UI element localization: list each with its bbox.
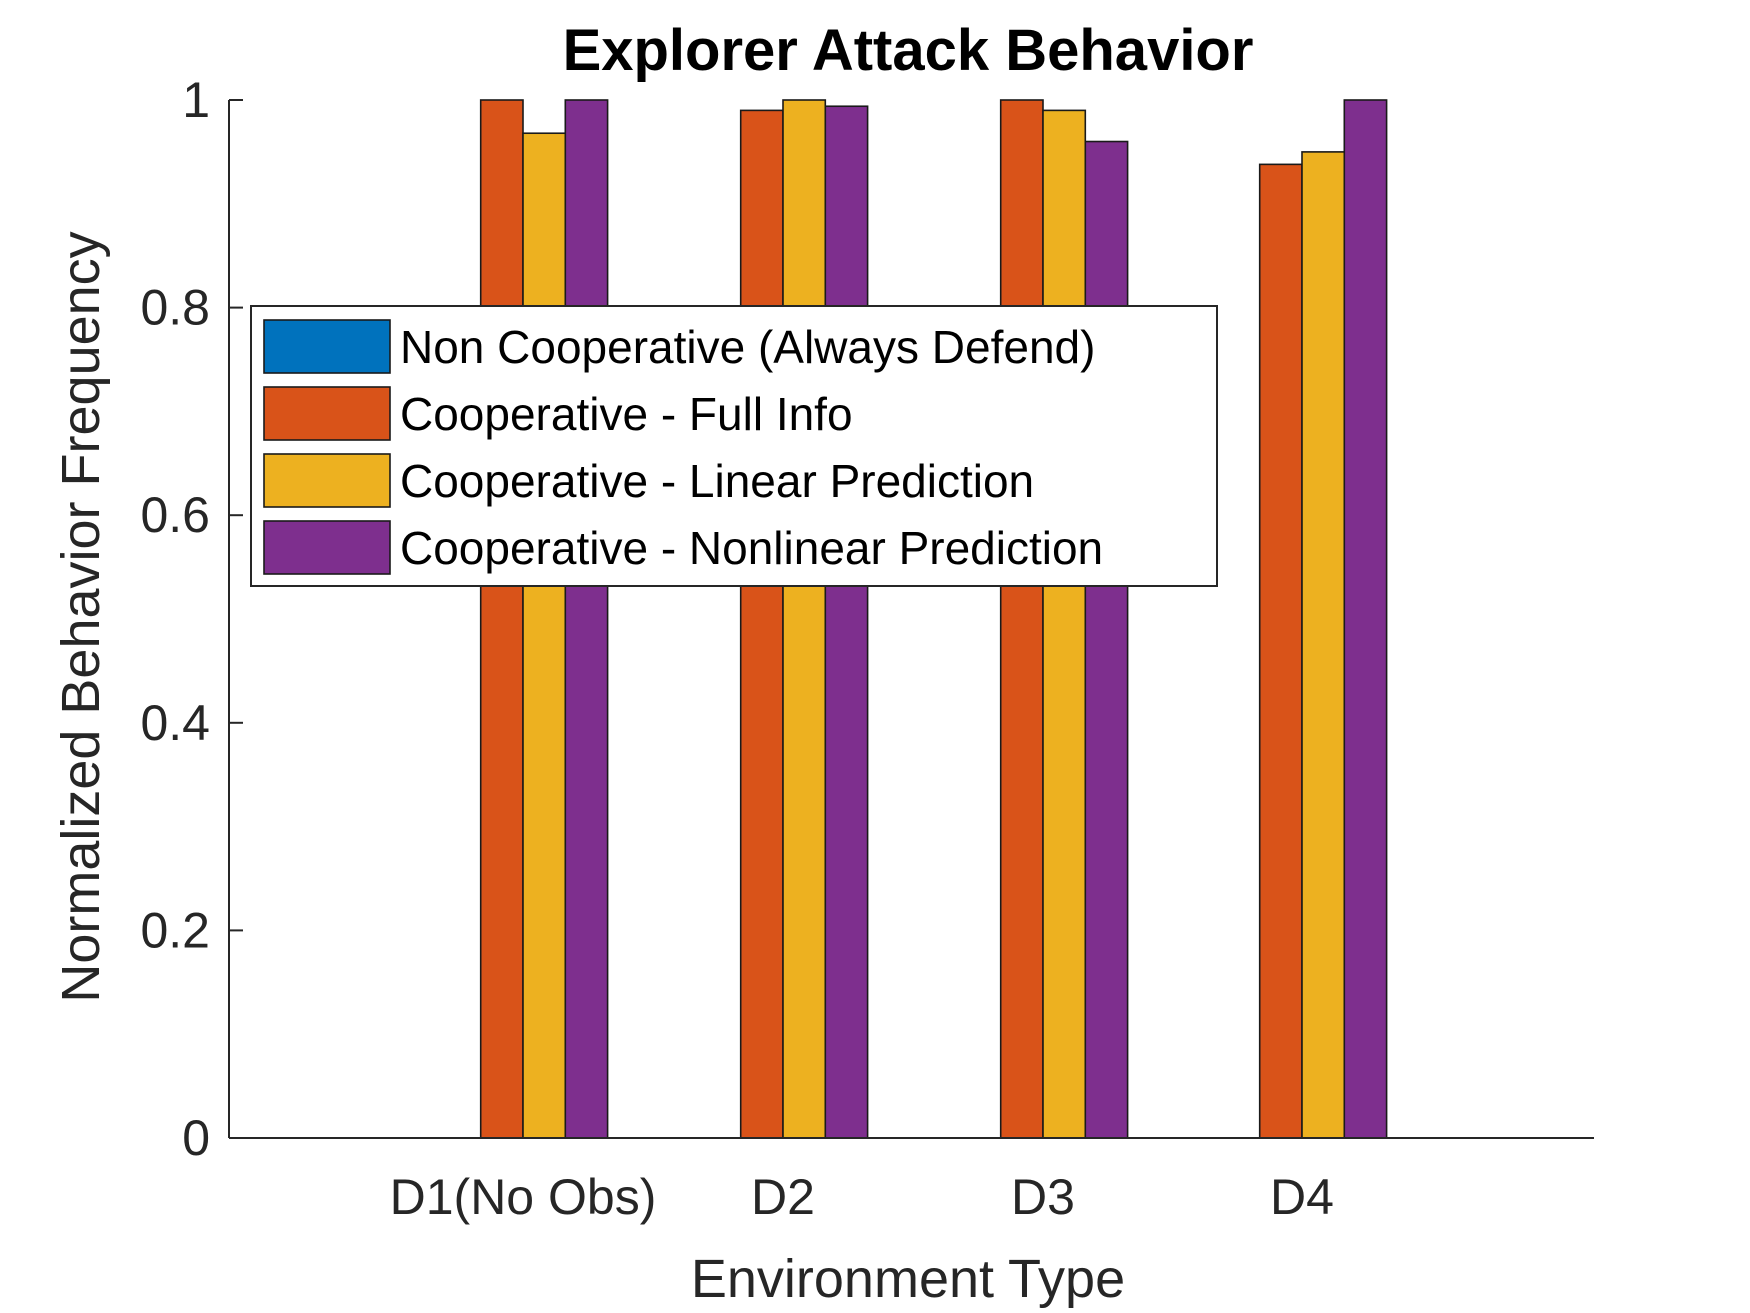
legend-swatch bbox=[263, 520, 391, 575]
legend-entry-label: Cooperative - Nonlinear Prediction bbox=[400, 522, 1103, 574]
bar-4-d2 bbox=[824, 105, 869, 1139]
y-tick-label: 0.2 bbox=[140, 902, 210, 958]
x-tick-label: D3 bbox=[1011, 1169, 1075, 1225]
bars-group bbox=[479, 99, 1388, 1139]
legend-box bbox=[250, 305, 1218, 587]
axes-group: 0 0.2 0.4 0.6 0.8 1 D1(No Obs) D2 D3 D4 bbox=[140, 72, 1594, 1225]
x-axis-label: Environment Type bbox=[691, 1249, 1125, 1309]
bar-2-d3 bbox=[999, 99, 1044, 1139]
x-tick-label: D1(No Obs) bbox=[390, 1169, 657, 1225]
bar-2-d2 bbox=[739, 109, 784, 1139]
legend-entry-label: Cooperative - Full Info bbox=[400, 388, 853, 440]
bar-2-d1-no-obs- bbox=[479, 99, 524, 1139]
bar-2-d4 bbox=[1258, 163, 1303, 1139]
bar-4-d4 bbox=[1343, 99, 1388, 1139]
legend-entry-label: Cooperative - Linear Prediction bbox=[400, 455, 1034, 507]
legend-swatch bbox=[263, 319, 391, 374]
y-tick-label: 1 bbox=[182, 72, 210, 128]
bar-3-d2 bbox=[782, 99, 827, 1139]
legend-swatch bbox=[263, 453, 391, 508]
bar-4-d1-no-obs- bbox=[564, 99, 609, 1139]
x-tick-label: D2 bbox=[751, 1169, 815, 1225]
y-tick-label: 0 bbox=[182, 1110, 210, 1166]
bar-4-d3 bbox=[1084, 140, 1129, 1139]
y-axis-label: Normalized Behavior Frequency bbox=[51, 231, 111, 1002]
legend: Non Cooperative (Always Defend) Cooperati… bbox=[250, 305, 1218, 587]
legend-entry-label: Non Cooperative (Always Defend) bbox=[400, 321, 1095, 373]
bar-3-d1-no-obs- bbox=[522, 132, 567, 1139]
legend-swatch bbox=[263, 386, 391, 441]
bar-3-d3 bbox=[1042, 109, 1087, 1139]
bar-3-d4 bbox=[1301, 151, 1346, 1139]
chart-title: Explorer Attack Behavior bbox=[563, 18, 1254, 83]
y-tick-label: 0.8 bbox=[140, 280, 210, 336]
x-tick-label: D4 bbox=[1270, 1169, 1334, 1225]
y-tick-label: 0.4 bbox=[140, 695, 210, 751]
y-tick-label: 0.6 bbox=[140, 487, 210, 543]
